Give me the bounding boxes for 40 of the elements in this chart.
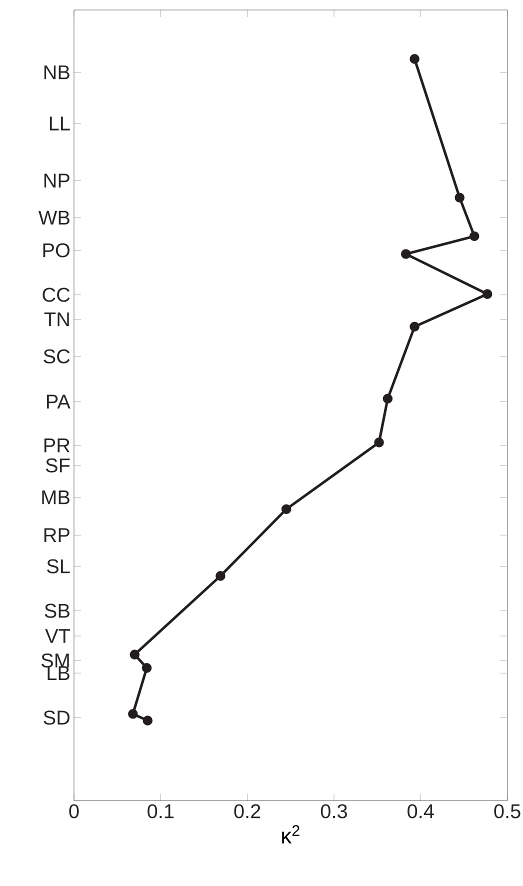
ref-line-label: SL (47, 559, 70, 574)
point (410, 54, 420, 64)
point (410, 322, 420, 332)
ref-line-label: SM (42, 653, 69, 668)
ref-line-label: SD (44, 710, 70, 725)
point (374, 438, 384, 448)
ref-line-label: NP (44, 174, 70, 188)
ref-line-label: TN (44, 312, 69, 326)
point (482, 289, 492, 299)
x-axis-title: κ$^{2}$ (282, 825, 300, 844)
ref-line-label: NB (44, 65, 70, 80)
point (216, 571, 226, 581)
ref-line-label: LL (50, 116, 70, 130)
x-tick-label: 0.2 (234, 804, 260, 818)
point (469, 231, 480, 242)
x-tick-label: 0.4 (408, 804, 434, 818)
ref-line-label: RP (44, 528, 70, 542)
ref-line-label: PR (44, 438, 70, 452)
point (128, 709, 138, 719)
point (130, 650, 140, 660)
point (142, 716, 153, 726)
ref-line-label: WB (38, 210, 70, 225)
ref-line-label: CC (42, 288, 70, 302)
point (281, 504, 292, 514)
point (142, 663, 152, 673)
ref-line-label: SB (44, 604, 70, 618)
ref-line-label: MB (42, 490, 70, 504)
point (382, 394, 393, 404)
x-tick-label: 0.1 (148, 804, 174, 818)
ref-line-label: PA (47, 394, 70, 408)
ref-line-label: SC (44, 349, 70, 364)
x-tick-label: 0 (69, 804, 79, 818)
point (454, 192, 465, 203)
x-tick-label: 0.3 (320, 804, 347, 818)
ref-line-label: VT (45, 629, 70, 643)
ref-line-label: SF (46, 458, 70, 472)
ref-line-label: PO (43, 243, 70, 258)
x-tick-label: 0.5 (494, 804, 520, 818)
ref-line-label: LB (48, 666, 70, 680)
point (401, 249, 411, 259)
